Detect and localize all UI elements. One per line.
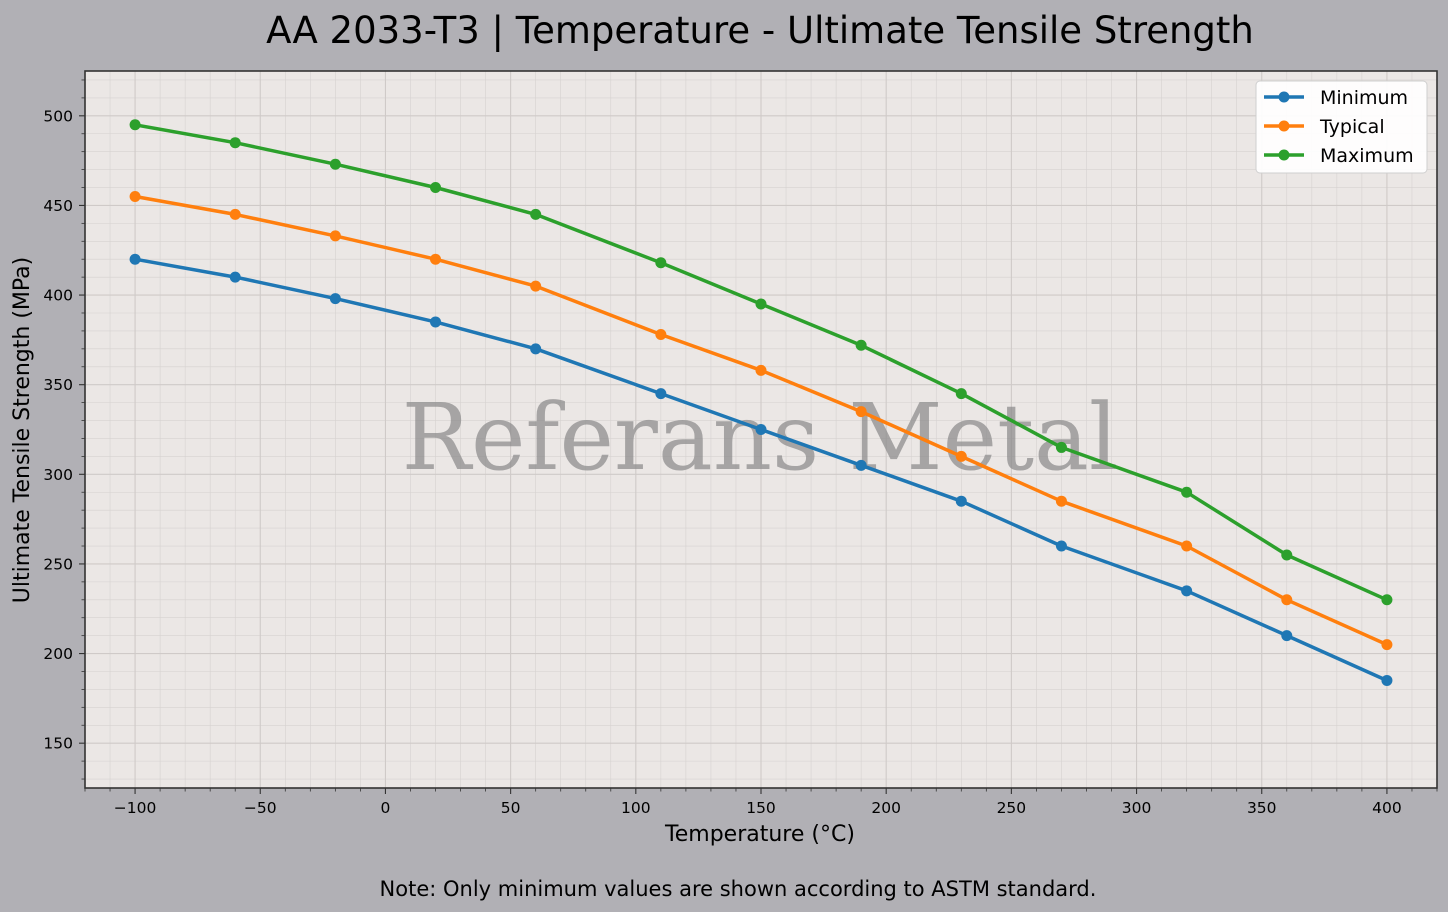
data-point-maximum: [430, 182, 442, 194]
data-point-maximum: [329, 158, 341, 170]
legend-marker-minimum: [1278, 91, 1290, 103]
data-point-maximum: [1055, 441, 1067, 453]
data-point-maximum: [955, 388, 967, 400]
data-point-typical: [229, 208, 241, 220]
y-axis-label: Ultimate Tensile Strength (MPa): [10, 257, 35, 603]
data-point-typical: [655, 328, 667, 340]
legend-label-minimum: Minimum: [1320, 87, 1408, 109]
x-tick-label: 350: [1247, 799, 1277, 817]
data-point-typical: [1281, 594, 1293, 606]
data-point-minimum: [855, 459, 867, 471]
x-tick-labels: −100 −50 0 50 100 150 200 250 300 350 400: [114, 799, 1402, 817]
data-point-typical: [855, 406, 867, 418]
data-point-typical: [1181, 540, 1193, 552]
x-tick-label: 200: [871, 799, 901, 817]
data-point-minimum: [430, 316, 442, 328]
x-tick-label: −100: [114, 799, 157, 817]
major-grid: [85, 71, 1437, 788]
data-point-maximum: [855, 339, 867, 351]
legend-label-typical: Typical: [1319, 116, 1385, 138]
x-tick-label: 250: [997, 799, 1027, 817]
data-point-minimum: [329, 293, 341, 305]
data-point-typical: [955, 450, 967, 462]
x-axis-label: Temperature (°C): [664, 822, 855, 847]
data-point-maximum: [755, 298, 767, 310]
y-tick-label: 300: [43, 466, 73, 484]
x-tick-label: −50: [244, 799, 277, 817]
x-tick-label: 300: [1122, 799, 1152, 817]
legend-label-maximum: Maximum: [1320, 145, 1414, 167]
axis-ticks: [79, 79, 1438, 794]
data-point-minimum: [1281, 630, 1293, 642]
data-point-minimum: [229, 271, 241, 283]
data-point-typical: [329, 230, 341, 242]
footnote: Note: Only minimum values are shown acco…: [380, 877, 1097, 901]
data-point-minimum: [755, 424, 767, 435]
y-tick-label: 400: [43, 287, 73, 305]
data-point-minimum: [955, 495, 967, 507]
data-point-maximum: [1381, 594, 1393, 606]
data-point-typical: [1055, 495, 1067, 507]
data-point-minimum: [129, 253, 141, 265]
y-tick-label: 500: [43, 107, 73, 125]
x-tick-label: 0: [381, 799, 391, 817]
y-tick-label: 150: [43, 735, 73, 753]
series-layer: [129, 119, 1393, 686]
data-point-typical: [755, 364, 767, 376]
x-tick-label: 50: [501, 799, 521, 817]
data-point-minimum: [655, 388, 667, 400]
data-point-maximum: [1181, 486, 1193, 498]
data-point-typical: [129, 190, 141, 202]
x-tick-label: 100: [621, 799, 651, 817]
data-point-maximum: [1281, 549, 1293, 561]
y-tick-label: 250: [43, 555, 73, 573]
legend: Minimum Typical Maximum: [1255, 80, 1428, 174]
watermark: Referans Metal: [402, 384, 1119, 491]
data-point-minimum: [1381, 674, 1393, 686]
y-tick-labels: 150 200 250 300 350 400 450 500: [43, 107, 73, 752]
data-point-minimum: [1181, 585, 1193, 597]
data-point-maximum: [655, 257, 667, 269]
y-tick-label: 200: [43, 645, 73, 663]
data-point-typical: [1381, 639, 1393, 651]
data-point-typical: [430, 253, 442, 265]
data-point-maximum: [129, 119, 141, 131]
data-point-maximum: [530, 208, 542, 220]
legend-marker-typical: [1278, 120, 1290, 132]
legend-box: [1255, 80, 1428, 174]
y-tick-label: 350: [43, 376, 73, 394]
legend-marker-maximum: [1278, 149, 1290, 161]
x-tick-label: 400: [1372, 799, 1402, 817]
data-point-minimum: [1055, 540, 1067, 552]
chart-title: AA 2033-T3 | Temperature - Ultimate Tens…: [266, 9, 1254, 52]
data-point-typical: [530, 280, 542, 292]
y-tick-label: 450: [43, 197, 73, 215]
data-point-minimum: [530, 343, 542, 355]
x-tick-label: 150: [746, 799, 776, 817]
data-point-maximum: [229, 137, 241, 149]
